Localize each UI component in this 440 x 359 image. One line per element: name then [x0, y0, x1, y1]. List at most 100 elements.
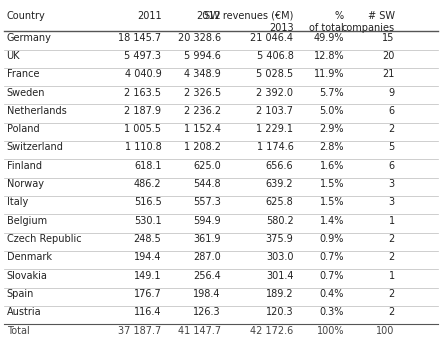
Text: 1: 1: [389, 271, 395, 281]
Text: 37 187.7: 37 187.7: [118, 326, 161, 336]
Text: 41 147.7: 41 147.7: [178, 326, 221, 336]
Text: 639.2: 639.2: [266, 179, 293, 189]
Text: 6: 6: [389, 106, 395, 116]
Text: 1 005.5: 1 005.5: [125, 124, 161, 134]
Text: 656.6: 656.6: [266, 161, 293, 171]
Text: 21: 21: [382, 69, 395, 79]
Text: 1.4%: 1.4%: [320, 216, 344, 226]
Text: 15: 15: [382, 33, 395, 43]
Text: 1.5%: 1.5%: [319, 197, 344, 208]
Text: 1: 1: [389, 216, 395, 226]
Text: 4 348.9: 4 348.9: [184, 69, 221, 79]
Text: 189.2: 189.2: [266, 289, 293, 299]
Text: Total: Total: [7, 326, 29, 336]
Text: 0.9%: 0.9%: [320, 234, 344, 244]
Text: 1 208.2: 1 208.2: [184, 143, 221, 153]
Text: 557.3: 557.3: [193, 197, 221, 208]
Text: 149.1: 149.1: [134, 271, 161, 281]
Text: 301.4: 301.4: [266, 271, 293, 281]
Text: Slovakia: Slovakia: [7, 271, 48, 281]
Text: 5 994.6: 5 994.6: [184, 51, 221, 61]
Text: 2012: 2012: [196, 11, 221, 21]
Text: 625.0: 625.0: [193, 161, 221, 171]
Text: 20 328.6: 20 328.6: [178, 33, 221, 43]
Text: Czech Republic: Czech Republic: [7, 234, 81, 244]
Text: Finland: Finland: [7, 161, 42, 171]
Text: # SW
companies: # SW companies: [341, 11, 395, 33]
Text: 2 103.7: 2 103.7: [257, 106, 293, 116]
Text: 4 040.9: 4 040.9: [125, 69, 161, 79]
Text: Switzerland: Switzerland: [7, 143, 63, 153]
Text: 530.1: 530.1: [134, 216, 161, 226]
Text: 9: 9: [389, 88, 395, 98]
Text: France: France: [7, 69, 39, 79]
Text: Sweden: Sweden: [7, 88, 45, 98]
Text: 49.9%: 49.9%: [314, 33, 344, 43]
Text: 2 392.0: 2 392.0: [257, 88, 293, 98]
Text: 5.0%: 5.0%: [319, 106, 344, 116]
Text: 2: 2: [389, 307, 395, 317]
Text: 0.7%: 0.7%: [319, 271, 344, 281]
Text: 2.8%: 2.8%: [319, 143, 344, 153]
Text: Germany: Germany: [7, 33, 51, 43]
Text: 2 187.9: 2 187.9: [125, 106, 161, 116]
Text: 120.3: 120.3: [266, 307, 293, 317]
Text: 516.5: 516.5: [134, 197, 161, 208]
Text: 100%: 100%: [317, 326, 344, 336]
Text: 1 152.4: 1 152.4: [184, 124, 221, 134]
Text: Belgium: Belgium: [7, 216, 47, 226]
Text: 6: 6: [389, 161, 395, 171]
Text: 11.9%: 11.9%: [314, 69, 344, 79]
Text: 256.4: 256.4: [193, 271, 221, 281]
Text: Denmark: Denmark: [7, 252, 51, 262]
Text: 5 406.8: 5 406.8: [257, 51, 293, 61]
Text: SW revenues (€M)
2013: SW revenues (€M) 2013: [204, 11, 293, 33]
Text: 375.9: 375.9: [266, 234, 293, 244]
Text: 2011: 2011: [137, 11, 161, 21]
Text: 625.8: 625.8: [266, 197, 293, 208]
Text: 0.7%: 0.7%: [319, 252, 344, 262]
Text: 1 229.1: 1 229.1: [257, 124, 293, 134]
Text: 5 497.3: 5 497.3: [125, 51, 161, 61]
Text: 198.4: 198.4: [194, 289, 221, 299]
Text: 3: 3: [389, 197, 395, 208]
Text: 303.0: 303.0: [266, 252, 293, 262]
Text: 1 174.6: 1 174.6: [257, 143, 293, 153]
Text: Italy: Italy: [7, 197, 28, 208]
Text: 2.9%: 2.9%: [319, 124, 344, 134]
Text: Spain: Spain: [7, 289, 34, 299]
Text: 12.8%: 12.8%: [313, 51, 344, 61]
Text: 580.2: 580.2: [266, 216, 293, 226]
Text: 2 236.2: 2 236.2: [184, 106, 221, 116]
Text: 1.5%: 1.5%: [319, 179, 344, 189]
Text: 100: 100: [376, 326, 395, 336]
Text: 2: 2: [389, 124, 395, 134]
Text: 5: 5: [389, 143, 395, 153]
Text: 1 110.8: 1 110.8: [125, 143, 161, 153]
Text: 287.0: 287.0: [193, 252, 221, 262]
Text: 176.7: 176.7: [134, 289, 161, 299]
Text: Norway: Norway: [7, 179, 44, 189]
Text: 0.4%: 0.4%: [320, 289, 344, 299]
Text: 194.4: 194.4: [134, 252, 161, 262]
Text: Netherlands: Netherlands: [7, 106, 66, 116]
Text: 18 145.7: 18 145.7: [118, 33, 161, 43]
Text: 2 163.5: 2 163.5: [125, 88, 161, 98]
Text: 42 172.6: 42 172.6: [250, 326, 293, 336]
Text: 248.5: 248.5: [134, 234, 161, 244]
Text: 21 046.4: 21 046.4: [250, 33, 293, 43]
Text: Austria: Austria: [7, 307, 41, 317]
Text: Poland: Poland: [7, 124, 39, 134]
Text: 5.7%: 5.7%: [319, 88, 344, 98]
Text: UK: UK: [7, 51, 20, 61]
Text: 2: 2: [389, 289, 395, 299]
Text: 5 028.5: 5 028.5: [257, 69, 293, 79]
Text: 126.3: 126.3: [193, 307, 221, 317]
Text: 2: 2: [389, 234, 395, 244]
Text: 20: 20: [382, 51, 395, 61]
Text: 1.6%: 1.6%: [320, 161, 344, 171]
Text: 0.3%: 0.3%: [320, 307, 344, 317]
Text: %
of total: % of total: [309, 11, 344, 33]
Text: 116.4: 116.4: [134, 307, 161, 317]
Text: 2: 2: [389, 252, 395, 262]
